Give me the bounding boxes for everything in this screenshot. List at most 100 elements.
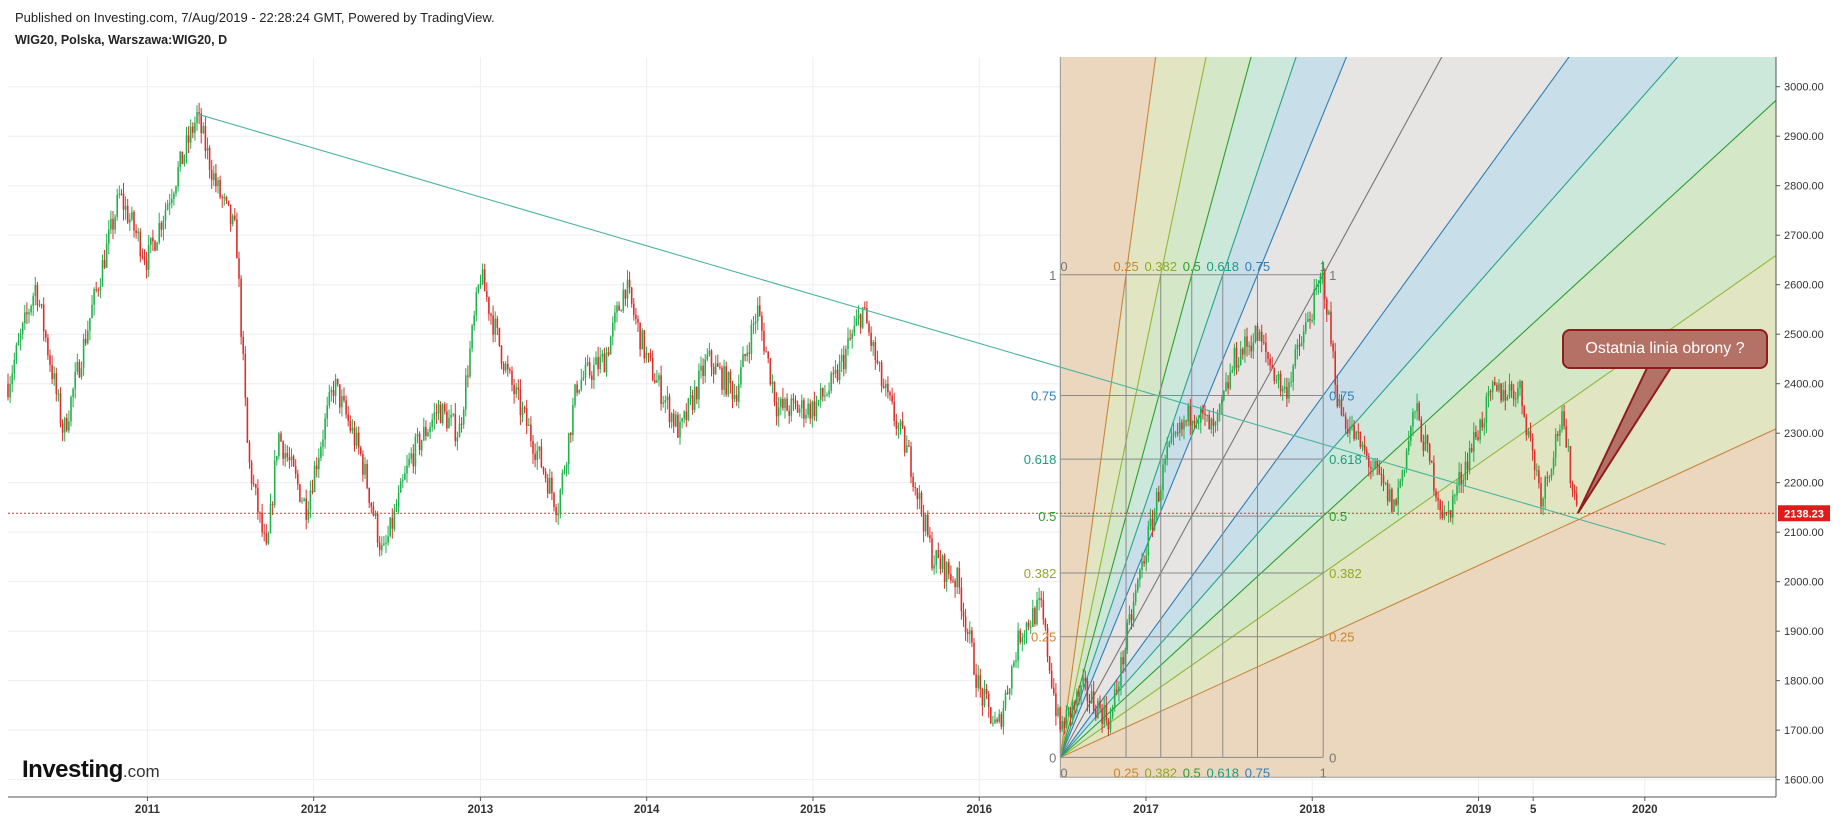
y-tick-label: 2200.00 bbox=[1784, 478, 1824, 490]
candle-body bbox=[154, 241, 156, 251]
candle-body bbox=[221, 197, 223, 199]
candle-body bbox=[1380, 474, 1383, 476]
candle-body bbox=[1097, 700, 1099, 719]
y-tick-label: 2000.00 bbox=[1784, 577, 1824, 589]
candle-body bbox=[544, 471, 547, 479]
candle-body bbox=[565, 464, 568, 470]
candle-body bbox=[267, 533, 270, 544]
fan-line bbox=[1060, 57, 1443, 758]
candle-body bbox=[265, 533, 268, 544]
candle-body bbox=[851, 333, 853, 339]
candle-body bbox=[591, 375, 593, 381]
candle-body bbox=[200, 113, 202, 134]
candle-body bbox=[492, 315, 494, 335]
candle-body bbox=[633, 303, 635, 315]
candle-body bbox=[727, 372, 730, 395]
candle-body bbox=[717, 363, 719, 367]
candle-body bbox=[1563, 411, 1565, 427]
candle-body bbox=[181, 151, 184, 165]
candle-body bbox=[213, 173, 215, 181]
candle-body bbox=[1099, 700, 1101, 709]
fan-line bbox=[1060, 99, 1776, 758]
x-tick-label: 2011 bbox=[135, 804, 161, 816]
candle-body bbox=[215, 173, 217, 187]
candle-body bbox=[490, 313, 492, 316]
candle-body bbox=[918, 492, 921, 500]
candle-body bbox=[84, 338, 87, 344]
candle-body bbox=[227, 200, 230, 205]
candle-body bbox=[26, 312, 28, 315]
candle-body bbox=[242, 336, 244, 354]
candle-body bbox=[1330, 311, 1332, 344]
candle-body bbox=[1452, 495, 1454, 518]
candle-body bbox=[273, 460, 276, 505]
candle-body bbox=[1321, 270, 1324, 276]
fib-label-right: 1 bbox=[1329, 268, 1336, 283]
candle-body bbox=[805, 414, 807, 419]
candle-body bbox=[788, 410, 790, 416]
candle-body bbox=[1193, 420, 1196, 424]
candle-body bbox=[969, 630, 971, 635]
candle-body bbox=[990, 707, 992, 724]
candle-body bbox=[691, 395, 694, 410]
candle-body bbox=[1019, 630, 1021, 643]
candle-body bbox=[660, 375, 662, 404]
fib-label-left: 0 bbox=[1049, 750, 1056, 765]
candle-body bbox=[1498, 383, 1500, 391]
candle-body bbox=[616, 305, 618, 313]
candle-body bbox=[194, 122, 196, 133]
candle-body bbox=[738, 384, 740, 402]
candle-body bbox=[981, 688, 984, 706]
candle-body bbox=[1223, 390, 1225, 400]
candle-body bbox=[1561, 411, 1563, 430]
candle-body bbox=[282, 441, 284, 459]
candle-body bbox=[122, 193, 125, 210]
candle-body bbox=[681, 418, 683, 422]
gann-fan-drawing[interactable] bbox=[1059, 0, 1842, 778]
candle-body bbox=[1544, 477, 1546, 499]
candle-body bbox=[408, 458, 410, 466]
candle-body bbox=[1481, 419, 1483, 428]
candle-body bbox=[168, 202, 171, 205]
candle-body bbox=[683, 411, 685, 419]
candle-body bbox=[59, 393, 62, 424]
candle-body bbox=[538, 446, 541, 451]
candle-body bbox=[1288, 382, 1290, 399]
candle-body bbox=[500, 345, 503, 364]
candle-body bbox=[1160, 490, 1162, 502]
annotation-callout[interactable]: Ostatnia linia obrony ? bbox=[1562, 329, 1768, 369]
candle-body bbox=[183, 155, 186, 165]
candle-body bbox=[1181, 422, 1183, 430]
fib-label-left: 0.382 bbox=[1024, 566, 1057, 581]
candle-body bbox=[313, 465, 316, 492]
candle-body bbox=[1183, 420, 1185, 430]
x-tick-label: 2017 bbox=[1133, 804, 1159, 816]
candle-body bbox=[353, 427, 356, 446]
candle-body bbox=[979, 675, 982, 689]
candle-body bbox=[1017, 630, 1019, 661]
y-tick-label: 2700.00 bbox=[1784, 230, 1824, 242]
candle-body bbox=[1176, 432, 1179, 434]
candle-body bbox=[931, 538, 933, 569]
candle-body bbox=[1559, 429, 1561, 436]
candle-body bbox=[803, 400, 805, 419]
candle-body bbox=[870, 332, 872, 346]
candle-body bbox=[458, 423, 461, 438]
candle-body bbox=[651, 357, 654, 381]
candle-body bbox=[866, 307, 868, 324]
candle-body bbox=[223, 196, 226, 199]
candle-body bbox=[553, 493, 555, 508]
candle-body bbox=[322, 439, 324, 447]
candle-body bbox=[1437, 497, 1439, 501]
candle-body bbox=[1002, 707, 1005, 727]
candle-body bbox=[555, 507, 557, 516]
candle-body bbox=[307, 509, 310, 520]
candle-body bbox=[320, 446, 322, 458]
candle-body bbox=[412, 453, 415, 467]
candle-body bbox=[120, 193, 123, 195]
candle-body bbox=[1225, 382, 1227, 391]
candle-body bbox=[759, 305, 761, 316]
candle-body bbox=[845, 349, 847, 370]
candle-body bbox=[175, 186, 177, 194]
